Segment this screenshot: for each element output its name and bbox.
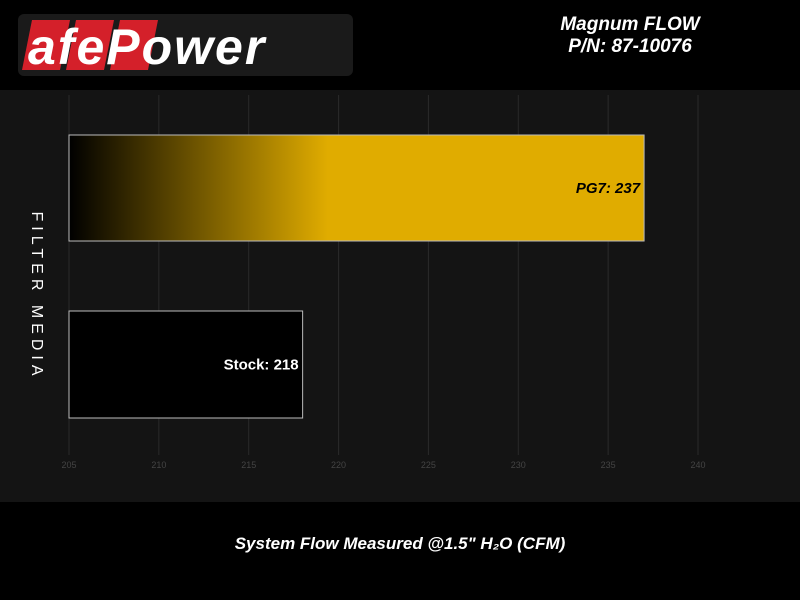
product-name: Magnum FLOW xyxy=(560,14,700,35)
x-tick-label: 210 xyxy=(151,460,166,470)
bar-pg7 xyxy=(68,134,645,242)
x-tick-label: 240 xyxy=(690,460,705,470)
data-label: PG7: 237 xyxy=(576,180,641,197)
y-axis-label: FILTER MEDIA xyxy=(28,211,45,381)
afe-power-logo: afePower xyxy=(18,14,353,76)
chart-title: Magnum FLOW P/N: 87-10076 xyxy=(520,14,740,58)
x-tick-label: 205 xyxy=(61,460,76,470)
x-tick-label: 215 xyxy=(241,460,256,470)
x-tick-label: 225 xyxy=(421,460,436,470)
data-label: Stock: 218 xyxy=(224,357,299,374)
bar-stock xyxy=(68,310,304,419)
x-tick-label: 230 xyxy=(511,460,526,470)
x-tick-label: 235 xyxy=(601,460,616,470)
svg-text:afePower: afePower xyxy=(28,19,267,75)
part-number: P/N: 87-10076 xyxy=(568,36,692,57)
footer xyxy=(0,502,800,600)
x-tick-label: 220 xyxy=(331,460,346,470)
x-axis-label: System Flow Measured @1.5" H₂O (CFM) xyxy=(234,534,566,553)
